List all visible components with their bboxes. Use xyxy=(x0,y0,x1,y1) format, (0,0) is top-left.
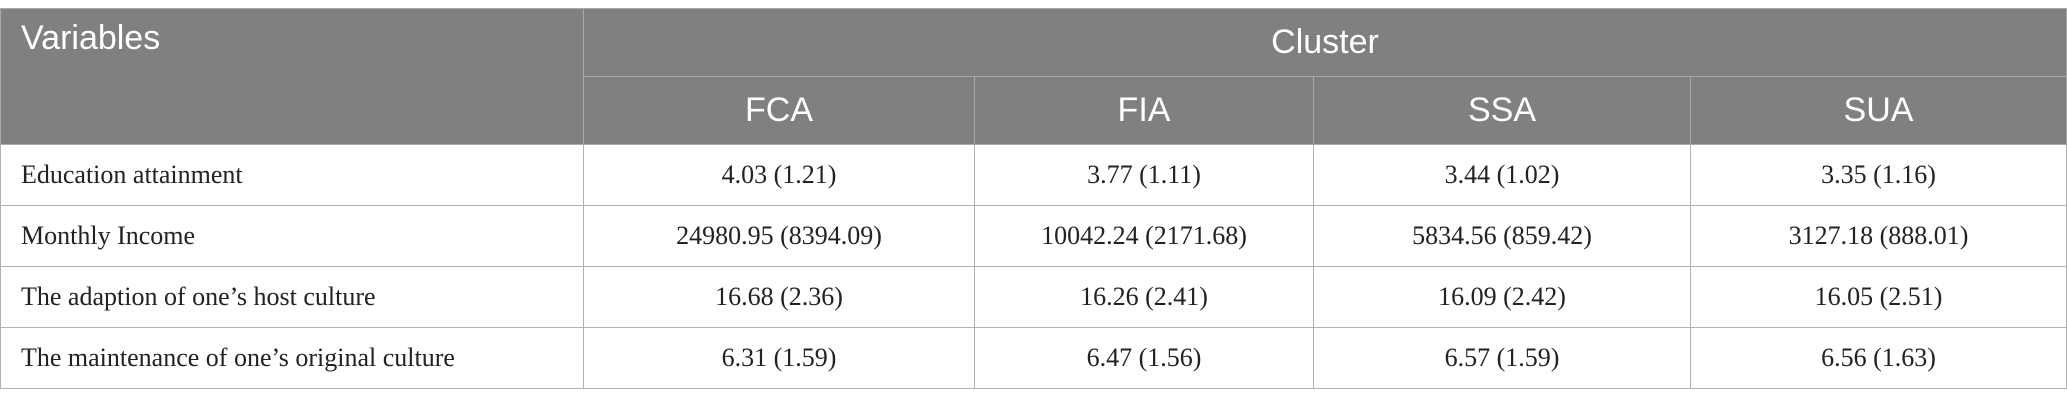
cell-value: 16.68 (2.36) xyxy=(583,266,975,328)
cell-value: 5834.56 (859.42) xyxy=(1313,205,1691,267)
cell-value: 3127.18 (888.01) xyxy=(1689,205,2067,267)
cell-value: 3.35 (1.16) xyxy=(1689,144,2067,206)
cluster-header-fca: FCA xyxy=(583,76,975,145)
cell-value: 16.09 (2.42) xyxy=(1313,266,1691,328)
table-row: The maintenance of one’s original cultur… xyxy=(0,327,2067,389)
row-label-monthly-income: Monthly Income xyxy=(0,205,584,267)
cell-value: 10042.24 (2171.68) xyxy=(974,205,1314,267)
cell-value: 6.56 (1.63) xyxy=(1689,327,2067,389)
table-row: Education attainment 4.03 (1.21) 3.77 (1… xyxy=(0,144,2067,206)
table-header: Variables Cluster FCA FIA SSA SUA xyxy=(0,8,2067,145)
cell-value: 4.03 (1.21) xyxy=(583,144,975,206)
cell-value: 3.44 (1.02) xyxy=(1313,144,1691,206)
cluster-header-ssa: SSA xyxy=(1313,76,1691,145)
cluster-header-sua: SUA xyxy=(1689,76,2067,145)
table-row: The adaption of one’s host culture 16.68… xyxy=(0,266,2067,328)
row-label-original-culture: The maintenance of one’s original cultur… xyxy=(0,327,584,389)
table-row: Monthly Income 24980.95 (8394.09) 10042.… xyxy=(0,205,2067,267)
cluster-header-fia: FIA xyxy=(974,76,1314,145)
cell-value: 6.31 (1.59) xyxy=(583,327,975,389)
data-table-container: Variables Cluster FCA FIA SSA SUA Educat… xyxy=(0,8,2067,389)
cell-value: 6.47 (1.56) xyxy=(974,327,1314,389)
cell-value: 24980.95 (8394.09) xyxy=(583,205,975,267)
table-body: Education attainment 4.03 (1.21) 3.77 (1… xyxy=(0,144,2067,389)
cell-value: 6.57 (1.59) xyxy=(1313,327,1691,389)
cell-value: 16.26 (2.41) xyxy=(974,266,1314,328)
cluster-comparison-table: Variables Cluster FCA FIA SSA SUA Educat… xyxy=(0,8,2067,389)
variables-header: Variables xyxy=(0,8,584,145)
row-label-education: Education attainment xyxy=(0,144,584,206)
row-label-host-culture: The adaption of one’s host culture xyxy=(0,266,584,328)
cell-value: 3.77 (1.11) xyxy=(974,144,1314,206)
header-row-top: Variables Cluster xyxy=(0,8,2067,145)
cluster-header: Cluster xyxy=(582,8,2067,77)
header-row-clusters: FCA FIA SSA SUA xyxy=(1,76,2067,145)
cell-value: 16.05 (2.51) xyxy=(1689,266,2067,328)
